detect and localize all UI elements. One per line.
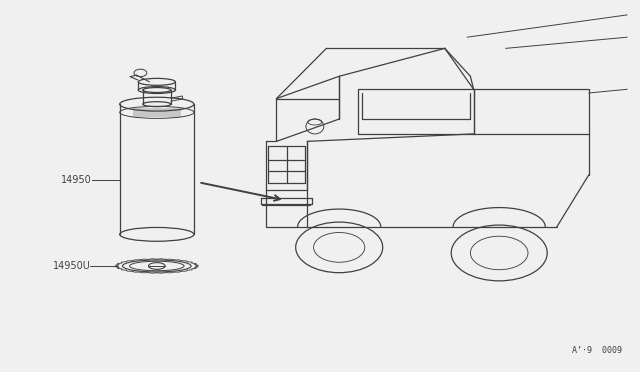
Text: 14950: 14950 bbox=[61, 176, 92, 185]
Text: A’·9  0009: A’·9 0009 bbox=[572, 346, 622, 355]
FancyBboxPatch shape bbox=[132, 108, 181, 117]
Text: 14950U: 14950U bbox=[52, 261, 90, 271]
